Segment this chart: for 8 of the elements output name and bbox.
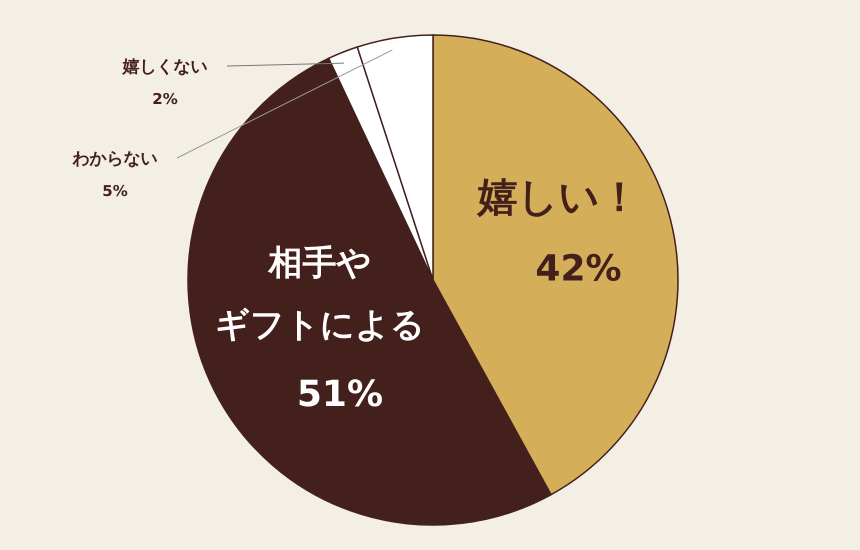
slice-label: 嬉しくない	[122, 57, 208, 77]
slice-label: 嬉しい！	[476, 174, 640, 220]
data-label: 2%	[152, 90, 178, 108]
slice-label: 相手やギフトによる	[214, 243, 425, 346]
data-label: 42%	[535, 248, 622, 290]
data-label: 51%	[296, 374, 384, 416]
data-label: 5%	[102, 182, 128, 200]
slice-label: わからない	[72, 149, 158, 169]
